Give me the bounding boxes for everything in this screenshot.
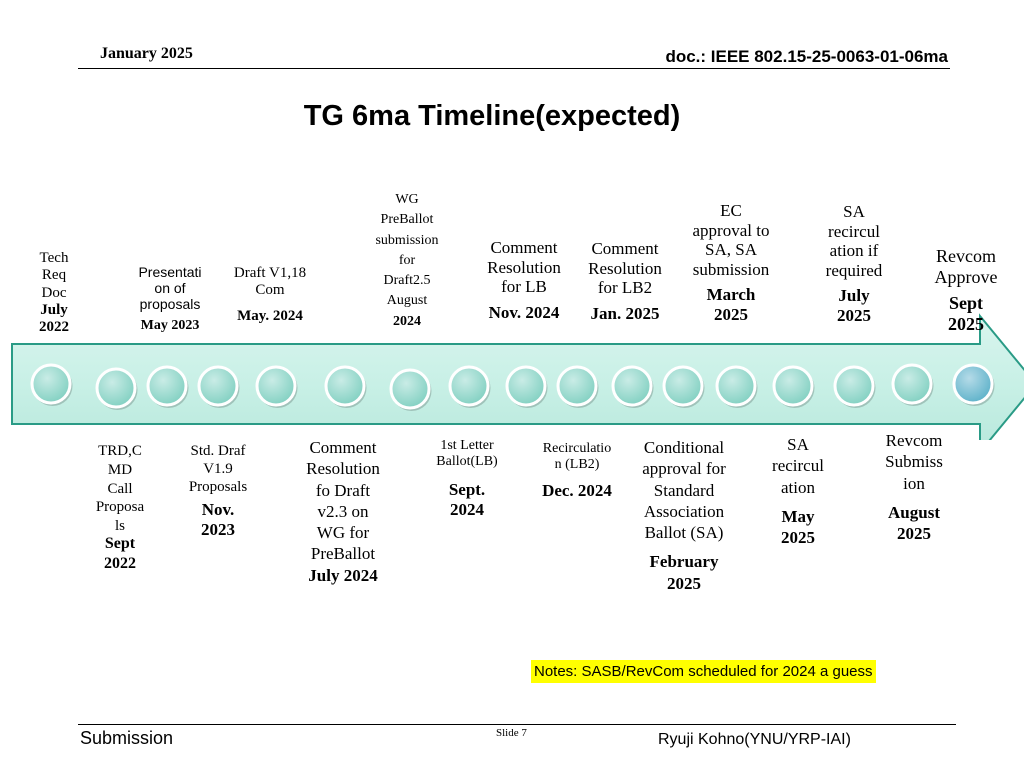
milestone-text: Revcom Approve	[934, 246, 998, 287]
milestone-dot	[95, 367, 137, 409]
milestone-text: Comment Resolution fo Draft v2.3 on WG f…	[306, 438, 380, 564]
milestone-date: Sept 2022	[104, 534, 136, 572]
milestone-label-top: Comment Resolution for LB Nov. 2024	[476, 238, 572, 322]
milestone-label-top: Revcom Approve Sept 2025	[924, 246, 1008, 335]
milestone-date: February 2025	[649, 552, 719, 593]
milestone-label-top: Draft V1,18 Com May. 2024	[222, 265, 318, 325]
page-title: TG 6ma Timeline(expected)	[303, 100, 681, 132]
milestone-dot	[146, 365, 188, 407]
milestone-dot	[255, 365, 297, 407]
milestone-dot	[389, 368, 431, 410]
footer-rule	[78, 724, 956, 725]
milestone-label-bottom: Conditional approval for Standard Associ…	[626, 437, 742, 594]
milestone-text: WG PreBallot submission for Draft2.5 Aug…	[375, 192, 439, 309]
milestone-label-top: EC approval to SA, SA submission March 2…	[680, 201, 782, 324]
milestone-date: Sept. 2024	[448, 480, 486, 519]
milestone-label-bottom: 1st Letter Ballot(LB) Sept. 2024	[420, 438, 514, 519]
milestone-dot	[611, 365, 653, 407]
milestone-date: Dec. 2024	[542, 481, 612, 501]
milestone-date: July 2025	[837, 286, 871, 325]
milestone-dot	[324, 365, 366, 407]
milestone-dot	[715, 365, 757, 407]
milestone-dot	[448, 365, 490, 407]
milestone-label-bottom: Recirculatio n (LB2) Dec. 2024	[528, 441, 626, 501]
milestone-text: EC approval to SA, SA submission	[692, 201, 770, 279]
milestone-text: 1st Letter Ballot(LB)	[436, 438, 498, 470]
milestone-label-bottom: Revcom Submiss ion August 2025	[872, 430, 956, 544]
milestone-label-top: Tech Req Doc July 2022	[30, 250, 78, 336]
milestone-label-top: Comment Resolution for LB2 Jan. 2025	[578, 239, 672, 323]
milestone-text: Draft V1,18 Com	[233, 265, 307, 299]
milestone-label-bottom: Std. Draf V1.9 Proposals Nov. 2023	[176, 442, 260, 541]
milestone-date: August 2025	[888, 502, 940, 543]
footer-submission: Submission	[80, 728, 174, 748]
milestone-text: SA recircul ation	[772, 435, 824, 497]
milestone-dot	[772, 365, 814, 407]
milestone-date: May. 2024	[237, 307, 303, 324]
milestone-label-top: WG PreBallot submission for Draft2.5 Aug…	[362, 190, 452, 332]
notes-highlight: Notes: SASB/RevCom scheduled for 2024 a …	[531, 660, 876, 683]
milestone-date: July 2022	[39, 301, 69, 335]
milestone-dot	[833, 365, 875, 407]
milestone-date: May 2025	[781, 506, 815, 547]
milestone-date: Jan. 2025	[590, 303, 660, 323]
milestone-dot	[662, 365, 704, 407]
milestone-text: Std. Draf V1.9 Proposals	[188, 443, 248, 495]
milestone-text: Comment Resolution for LB2	[588, 239, 662, 298]
milestone-dot	[891, 363, 933, 405]
milestone-text: Recirculatio n (LB2)	[542, 441, 612, 473]
milestone-label-bottom: Comment Resolution fo Draft v2.3 on WG f…	[292, 437, 394, 586]
footer-author: Ryuji Kohno(YNU/YRP-IAI)	[658, 731, 851, 748]
milestone-dot	[505, 365, 547, 407]
milestone-dot	[556, 365, 598, 407]
milestone-label-top: Presentati on of proposals May 2023	[128, 264, 212, 334]
milestone-dot	[952, 363, 994, 405]
milestone-label-top: SA recircul ation if required July 2025	[814, 202, 894, 325]
milestone-text: Revcom Submiss ion	[885, 431, 943, 493]
milestone-date: March 2025	[706, 285, 756, 324]
milestone-date: July 2024	[308, 565, 378, 585]
milestone-text: TRD,C MD Call Proposa ls	[95, 443, 145, 534]
milestone-date: Sept 2025	[948, 293, 984, 335]
milestone-text: Conditional approval for Standard Associ…	[642, 438, 726, 542]
milestone-text: Tech Req Doc	[39, 250, 69, 301]
milestone-label-bottom: TRD,C MD Call Proposa ls Sept 2022	[84, 442, 156, 574]
header-doc-id: doc.: IEEE 802.15-25-0063-01-06ma	[665, 47, 948, 66]
milestone-text: Comment Resolution for LB	[487, 238, 561, 297]
milestone-date: May 2023	[140, 318, 200, 334]
timeline-arrow	[11, 313, 1024, 440]
milestone-label-bottom: SA recircul ation May 2025	[760, 434, 836, 548]
milestone-dot	[197, 365, 239, 407]
milestone-date: 2024	[393, 313, 421, 329]
footer-slide-number: Slide 7	[496, 727, 527, 739]
header-date: January 2025	[100, 45, 193, 62]
header-rule	[78, 68, 950, 69]
milestone-date: Nov. 2023	[201, 500, 235, 540]
milestone-text: SA recircul ation if required	[825, 202, 883, 280]
milestone-dot	[30, 363, 72, 405]
milestone-date: Nov. 2024	[488, 302, 560, 322]
milestone-text: Presentati on of proposals	[138, 264, 202, 313]
